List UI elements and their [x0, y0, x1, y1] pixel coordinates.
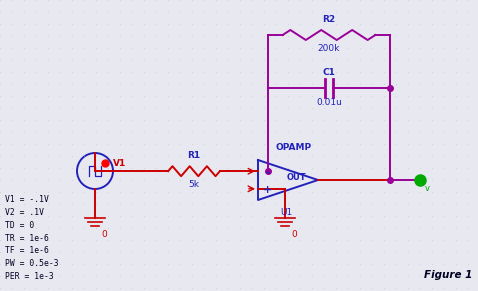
Text: V1: V1 [113, 159, 126, 168]
Text: OPAMP: OPAMP [276, 143, 312, 152]
Text: U1: U1 [280, 208, 292, 217]
Text: +: + [263, 185, 272, 195]
Text: 0: 0 [291, 230, 297, 239]
Text: R1: R1 [187, 151, 201, 160]
Text: V1 = -.1V
V2 = .1V
TD = 0
TR = 1e-6
TF = 1e-6
PW = 0.5e-3
PER = 1e-3: V1 = -.1V V2 = .1V TD = 0 TR = 1e-6 TF =… [5, 195, 59, 281]
Text: v: v [425, 184, 430, 193]
Text: 0: 0 [101, 230, 107, 239]
Text: R2: R2 [323, 15, 336, 24]
Text: 5k: 5k [188, 180, 199, 189]
Text: -: - [266, 168, 271, 178]
Text: 200k: 200k [318, 44, 340, 53]
Text: 0.01u: 0.01u [316, 98, 342, 107]
Text: C1: C1 [323, 68, 336, 77]
Text: Figure 1: Figure 1 [424, 270, 472, 280]
Text: OUT: OUT [286, 173, 306, 182]
